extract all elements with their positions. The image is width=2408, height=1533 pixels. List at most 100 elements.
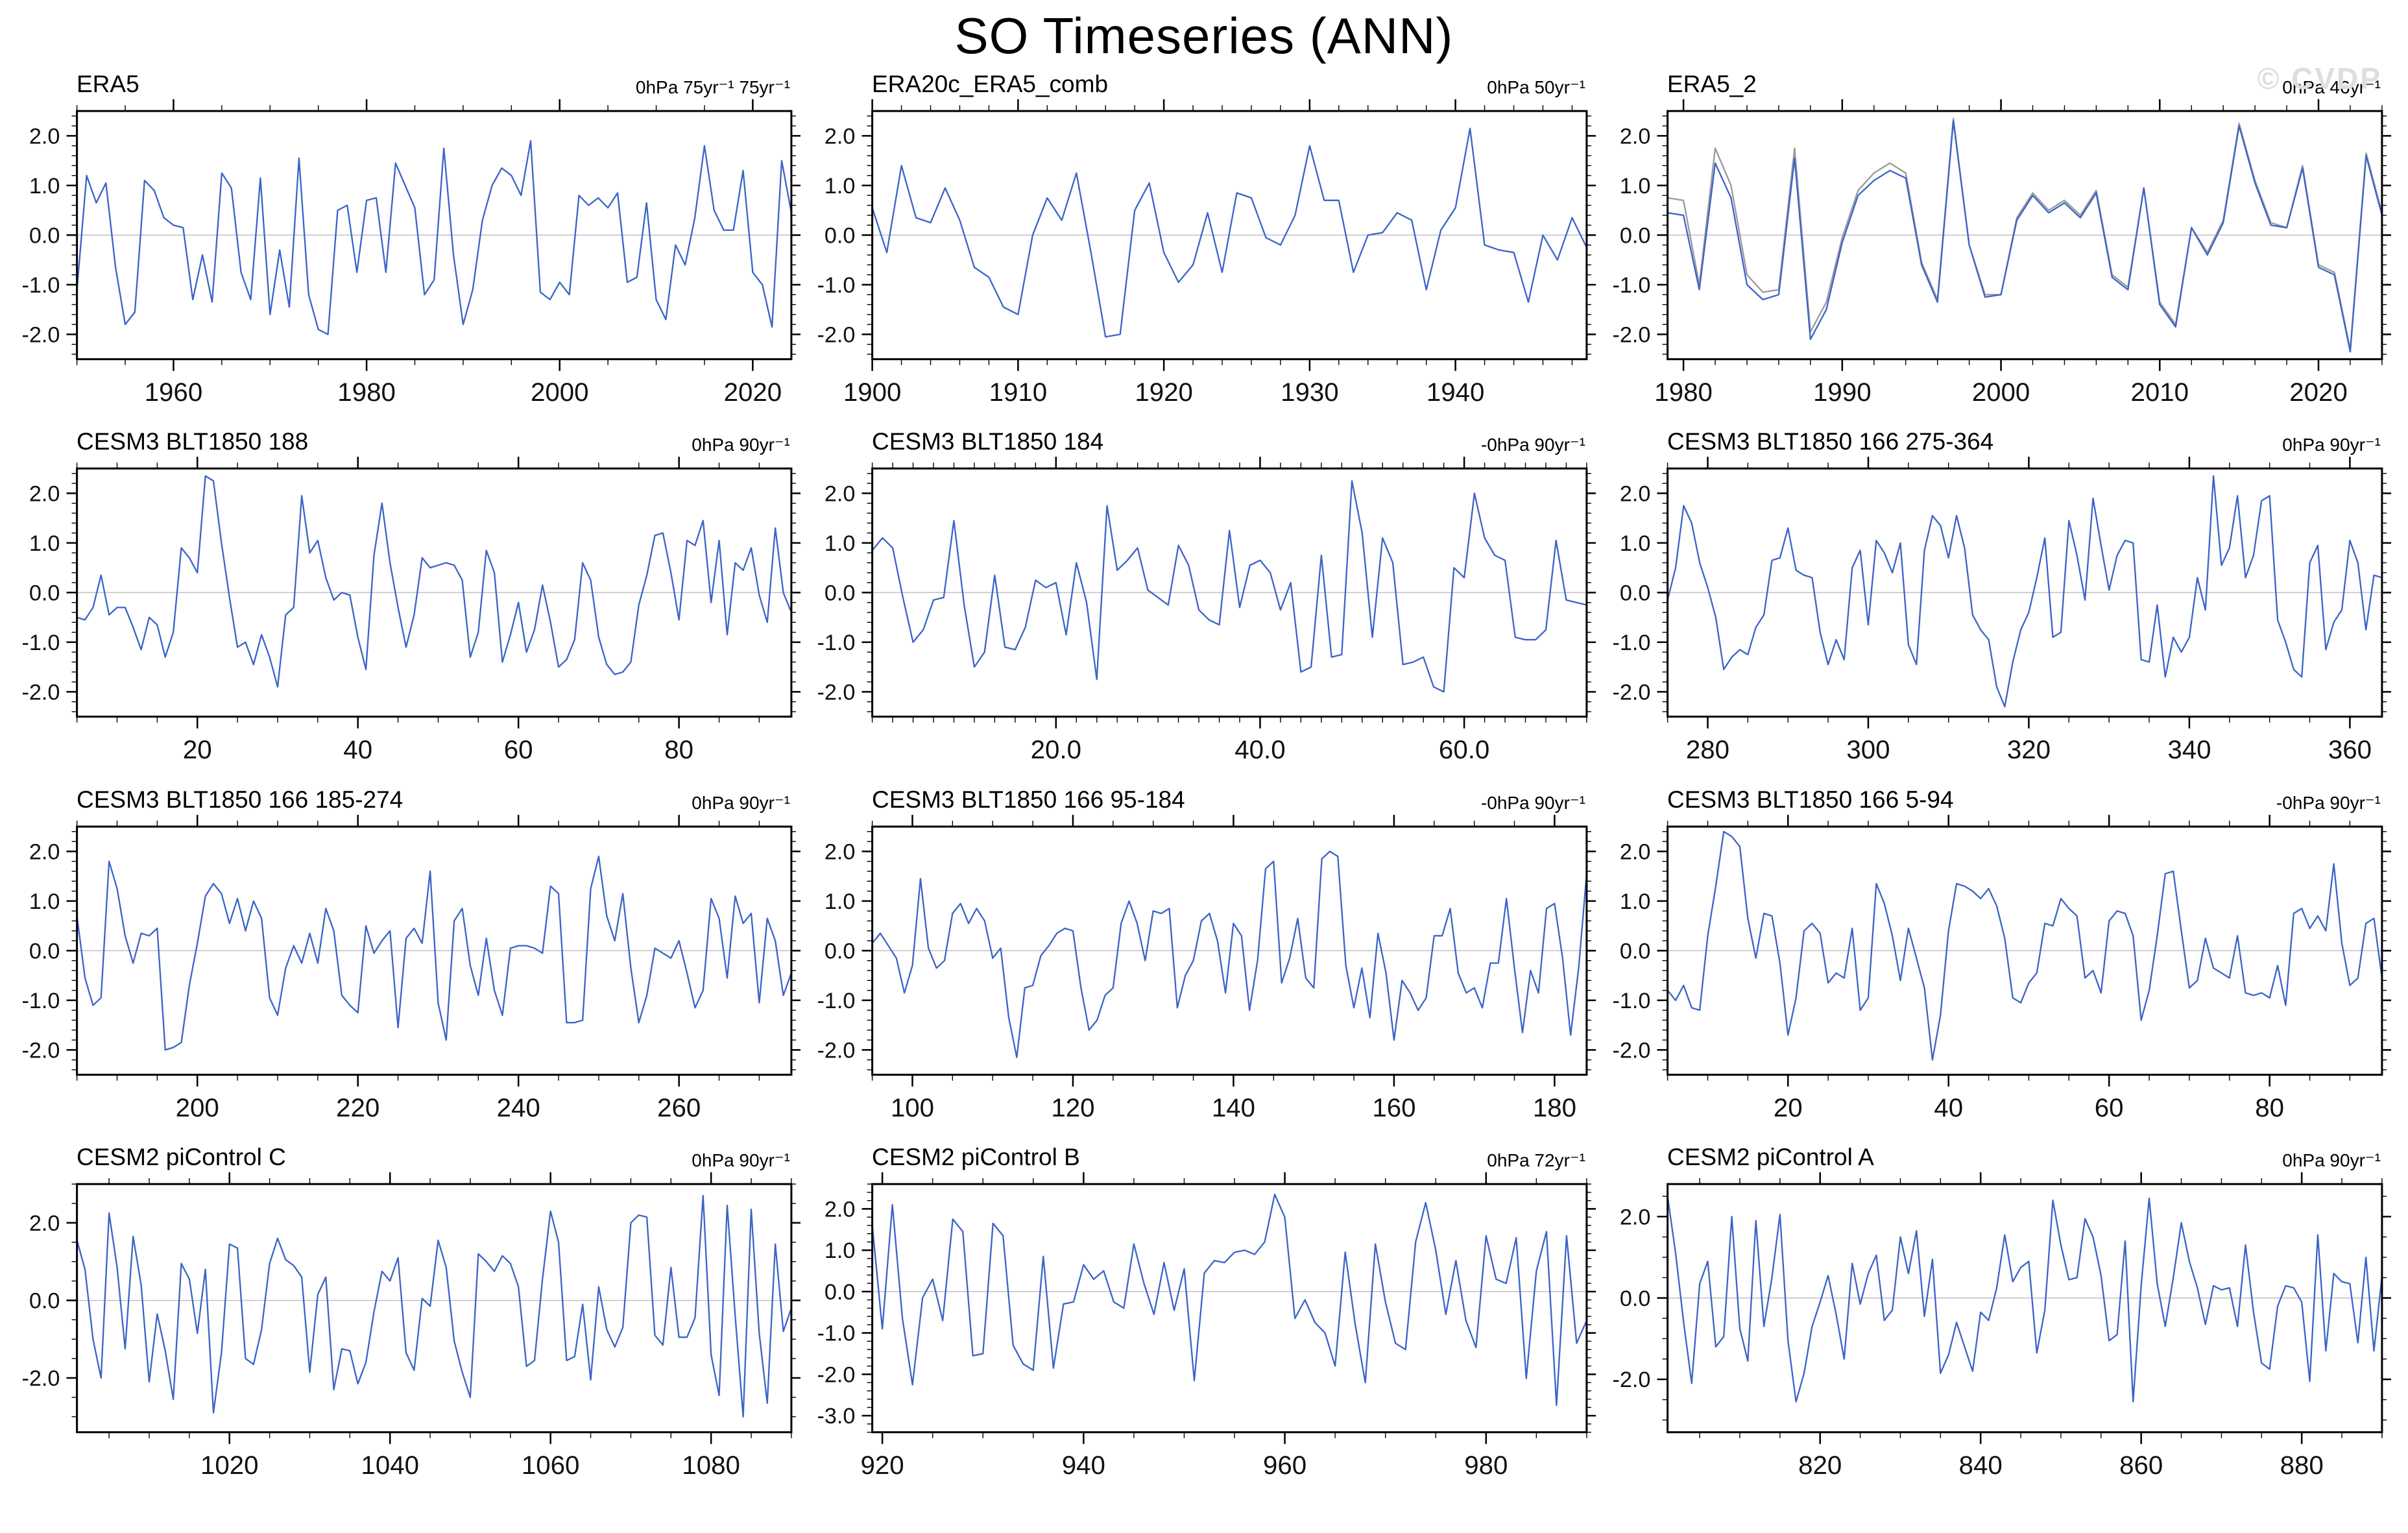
panel-header: ERA20c_ERA5_comb 0hPa 50yr⁻¹	[812, 68, 1596, 98]
panels-grid: ERA5 0hPa 75yr⁻¹ 75yr⁻¹ 1960 1980 2000 2020 -2…	[0, 68, 2408, 1497]
axis-ticks	[66, 1172, 801, 1444]
axis-ticks	[1657, 814, 2391, 1087]
series-line	[872, 1193, 1587, 1406]
series-group	[872, 127, 1587, 338]
panel-header: CESM2 piControl B 0hPa 72yr⁻¹	[812, 1141, 1596, 1171]
x-tick-label: 80	[2255, 1093, 2284, 1122]
x-tick-label: 840	[1959, 1451, 2003, 1480]
timeseries-plot: 1960 1980 2000 2020 -2.0 -1.0 0.0 1.0 2.0	[21, 99, 801, 407]
x-tick-label: 2020	[2289, 378, 2348, 407]
timeseries-panel: CESM3 BLT1850 188 0hPa 90yr⁻¹ 20 40 60 80 -2.0…	[17, 426, 801, 782]
x-tick-label: 1940	[1427, 378, 1485, 407]
x-tick-label: 60.0	[1439, 735, 1489, 764]
x-tick-label: 300	[1846, 735, 1890, 764]
timeseries-panel: ERA5_2 0hPa 46yr⁻¹ 1980 1990 2000 2010 2020 -2.…	[1607, 68, 2391, 424]
panel-header: CESM2 piControl A 0hPa 90yr⁻¹	[1607, 1141, 2391, 1171]
timeseries-panel: CESM3 BLT1850 166 185-274 0hPa 90yr⁻¹ 200 2…	[17, 784, 801, 1140]
series-line	[1667, 475, 2382, 708]
y-tick-label: 0.0	[1620, 939, 1651, 963]
panel-title: CESM3 BLT1850 166 185-274	[77, 786, 403, 813]
timeseries-plot: 1020 1040 1060 1080 -2.0 0.0 2.0	[21, 1172, 801, 1480]
series-line	[77, 855, 791, 1051]
panel-annotation: 0hPa 90yr⁻¹	[692, 1150, 790, 1170]
y-tick-label: 2.0	[29, 124, 60, 149]
series-line	[1667, 1196, 2382, 1403]
x-tick-label: 320	[2007, 735, 2051, 764]
x-tick-label: 280	[1686, 735, 1729, 764]
y-tick-label: -2.0	[1612, 1368, 1650, 1392]
panel-annotation: 0hPa 72yr⁻¹	[1487, 1150, 1585, 1170]
axis-tick-labels: 1960 1980 2000 2020 -2.0 -1.0 0.0 1.0 2.0	[21, 124, 782, 407]
x-tick-label: 120	[1051, 1093, 1094, 1122]
y-tick-label: -2.0	[817, 1038, 855, 1063]
y-tick-label: 0.0	[825, 223, 856, 248]
y-tick-label: 1.0	[1620, 174, 1651, 199]
y-tick-label: 2.0	[29, 1211, 60, 1236]
x-tick-label: 60	[504, 735, 533, 764]
y-tick-label: 0.0	[825, 581, 856, 606]
axis-tick-labels: 280 300 320 340 360 -2.0 -1.0 0.0 1.0 2.0	[1612, 482, 2372, 765]
x-tick-label: 20.0	[1031, 735, 1081, 764]
page-title: SO Timeseries (ANN)	[954, 7, 1454, 64]
y-tick-label: -1.0	[1612, 631, 1650, 655]
y-tick-label: 0.0	[825, 939, 856, 963]
y-tick-label: 1.0	[29, 174, 60, 199]
y-tick-label: -1.0	[817, 273, 855, 298]
y-tick-label: 0.0	[29, 939, 60, 963]
x-tick-label: 960	[1263, 1451, 1306, 1480]
axis-tick-labels: 920 940 960 980 -3.0 -2.0 -1.0 0.0 1.0 2.0	[817, 1197, 1508, 1480]
axis-ticks	[66, 457, 801, 729]
x-tick-label: 40.0	[1234, 735, 1285, 764]
y-tick-label: 2.0	[1620, 482, 1651, 507]
y-tick-label: -1.0	[1612, 273, 1650, 298]
panel-header: CESM3 BLT1850 166 95-184 -0hPa 90yr⁻¹	[812, 784, 1596, 814]
y-tick-label: 0.0	[825, 1280, 856, 1305]
series-group	[1667, 117, 2382, 353]
y-tick-label: -2.0	[21, 1038, 60, 1063]
timeseries-panel: ERA5 0hPa 75yr⁻¹ 75yr⁻¹ 1960 1980 2000 2020 -2…	[17, 68, 801, 424]
panel-header: CESM3 BLT1850 166 185-274 0hPa 90yr⁻¹	[17, 784, 801, 814]
axis-tick-labels: 100 120 140 160 180 -2.0 -1.0 0.0 1.0 2.0	[817, 839, 1576, 1122]
series-line	[1667, 830, 2382, 1061]
panel-title: CESM3 BLT1850 166 95-184	[872, 786, 1185, 813]
y-tick-label: 2.0	[825, 124, 856, 149]
y-tick-label: 2.0	[1620, 1205, 1651, 1229]
axis-ticks	[861, 814, 1596, 1087]
x-tick-label: 860	[2119, 1451, 2163, 1480]
x-tick-label: 1060	[522, 1451, 580, 1480]
series-group	[1667, 1196, 2382, 1403]
panel-annotation: -0hPa 90yr⁻¹	[2276, 792, 2381, 813]
panel-header: CESM3 BLT1850 166 275-364 0hPa 90yr⁻¹	[1607, 426, 2391, 455]
cvdp-watermark: © CVDP	[2257, 62, 2382, 95]
x-tick-label: 1990	[1813, 378, 1872, 407]
x-tick-label: 1920	[1135, 378, 1193, 407]
series-group	[77, 1194, 791, 1418]
x-tick-label: 980	[1464, 1451, 1508, 1480]
series-group	[77, 139, 791, 335]
y-tick-label: 1.0	[825, 889, 856, 914]
axis-tick-labels: 20 40 60 80 -2.0 -1.0 0.0 1.0 2.0	[1612, 839, 2284, 1122]
axis-ticks	[861, 457, 1596, 729]
y-tick-label: 1.0	[1620, 531, 1651, 556]
panel-annotation: 0hPa 90yr⁻¹	[692, 435, 790, 455]
x-tick-label: 1980	[1654, 378, 1713, 407]
axis-ticks	[1657, 99, 2391, 371]
y-tick-label: 0.0	[1620, 1286, 1651, 1311]
x-tick-label: 340	[2167, 735, 2211, 764]
y-tick-label: 0.0	[29, 1289, 60, 1314]
y-tick-label: -2.0	[1612, 681, 1650, 705]
timeseries-panel: CESM3 BLT1850 166 275-364 0hPa 90yr⁻¹ 280 3…	[1607, 426, 2391, 782]
panel-title: CESM2 piControl C	[77, 1143, 286, 1170]
panel-title: CESM3 BLT1850 184	[872, 428, 1104, 455]
axis-tick-labels: 1980 1990 2000 2010 2020 -2.0 -1.0 0.0 1.0 2.0	[1612, 124, 2347, 407]
timeseries-panel: ERA20c_ERA5_comb 0hPa 50yr⁻¹ 1900 1910 1920 1…	[812, 68, 1596, 424]
panel-annotation: 0hPa 75yr⁻¹ 75yr⁻¹	[635, 77, 790, 97]
series-line	[872, 127, 1587, 338]
y-tick-label: -3.0	[817, 1404, 855, 1429]
y-tick-label: 2.0	[1620, 124, 1651, 149]
x-tick-label: 180	[1533, 1093, 1576, 1122]
panel-title: CESM3 BLT1850 166 275-364	[1667, 428, 1994, 455]
axis-tick-labels: 20.0 40.0 60.0 -2.0 -1.0 0.0 1.0 2.0	[817, 482, 1489, 765]
axis-tick-labels: 820 840 860 880 -2.0 0.0 2.0	[1612, 1205, 2323, 1480]
y-tick-label: -2.0	[1612, 1038, 1650, 1063]
